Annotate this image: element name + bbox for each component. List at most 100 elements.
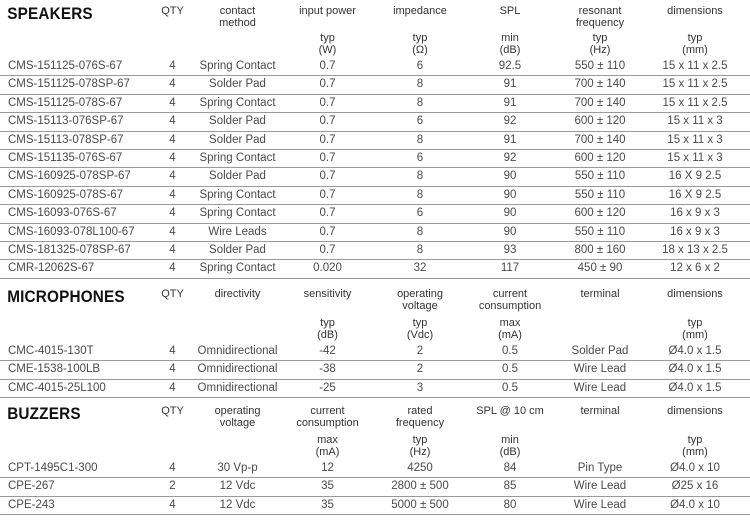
column-label: QTY [161,5,184,17]
column-unit: max (mA) [498,317,522,341]
cell: 0.7 [319,207,336,220]
speakers-table: SPEAKERS QTY contact method input power typ … [0,0,750,279]
cell: 4 [169,498,176,511]
cell: 0.7 [319,225,336,238]
part-number: CMS-160925-078S-67 [8,188,124,201]
part-number: CMC-4015-25L100 [8,381,106,394]
cell: 4 [169,115,176,128]
cell: 0.7 [319,151,336,164]
column-unit: max (mA) [315,434,340,458]
cell: 93 [503,243,517,256]
cell: 8 [416,170,424,183]
cell: 8 [416,225,424,238]
cell: 600 ± 120 [574,115,626,128]
microphones-table: MICROPHONES QTY directivity sensitivity typ … [0,283,750,399]
part-number: CPT-1495C1-300 [8,462,98,474]
column-label: terminal [580,288,620,300]
cell: -25 [319,381,336,394]
cell: Wire Lead [573,381,627,394]
column-label: operating voltage [214,405,261,429]
cell: 90 [503,207,517,220]
column-header: QTY [150,283,195,343]
cell: Pin Type [577,462,623,474]
cell: Ø25 x 16 [671,480,719,493]
column-header: resonant frequency typ (Hz) [555,0,645,58]
cell: 12 Vdc [219,480,256,493]
cell: 450 ± 90 [577,262,623,275]
cell: 550 ± 110 [574,225,626,238]
table-row: CMS-151135-076S-67 4 Spring Contact 0.7 6 92 6… [0,150,750,169]
table-row: CMS-151125-076S-67 4 Spring Contact 0.7 6 92.… [0,58,750,77]
cell: Omnidirectional [197,381,278,394]
column-label: contact method [219,5,256,29]
column-label: impedance [393,5,447,17]
column-header: operating voltage typ (Vdc) [375,283,465,343]
cell: 15 x 11 x 3 [667,133,723,146]
part-number: CMS-15113-076SP-67 [8,115,124,128]
table-row: CMS-16093-076S-67 4 Spring Contact 0.7 6 90 60… [0,205,750,224]
cell: 700 ± 140 [574,96,626,109]
cell: 15 x 11 x 2.5 [662,60,728,72]
column-unit: typ (mm) [682,317,708,341]
cell: 4 [169,243,176,256]
cell: 16 x 9 x 3 [670,225,720,238]
cell: 90 [503,188,517,201]
cell: 6 [416,207,424,220]
cell: 4 [169,262,176,275]
table-row: CMR-12062S-67 4 Spring Contact 0.020 32 117 45… [0,260,750,279]
column-unit: typ (mm) [682,32,708,56]
cell: 90 [503,170,517,183]
cell: 600 ± 120 [574,207,626,220]
cell: 16 X 9 2.5 [668,170,722,183]
column-unit: typ (dB) [317,317,338,341]
cell: 15 x 11 x 3 [667,151,723,164]
cell: Spring Contact [199,262,276,275]
column-unit: min (dB) [499,32,521,56]
part-number: CMS-151125-078SP-67 [8,78,130,91]
column-unit: typ (mm) [682,434,708,458]
column-label: SPL @ 10 cm [476,405,544,417]
column-header: dimensions typ (mm) [645,400,745,460]
cell: 700 ± 140 [574,133,626,146]
column-unit [150,341,195,343]
cell: 0.7 [319,60,336,72]
column-header: terminal [555,283,645,343]
cell: 92.5 [498,60,522,72]
table-row: CMC-4015-25L100 4 Omnidirectional -25 3 0.5 Wi… [0,380,750,399]
cell: 4 [169,60,176,72]
cell: Spring Contact [199,188,276,201]
cell: 800 ± 160 [574,243,626,256]
cell: 4 [169,78,176,91]
cell: 91 [503,78,517,91]
cell: 15 x 11 x 2.5 [662,96,728,109]
column-label: directivity [214,288,261,300]
cell: 4 [169,207,176,220]
part-number: CMS-181325-078SP-67 [8,243,131,256]
part-number: CMS-151125-078S-67 [8,96,123,109]
cell: 8 [416,133,424,146]
column-header: rated frequency typ (Hz) [375,400,465,460]
cell: -38 [319,363,336,376]
column-label: QTY [161,405,184,417]
table-row: CMS-15113-078SP-67 4 Solder Pad 0.7 8 91 700 ±… [0,132,750,150]
cell: Solder Pad [571,345,629,357]
cell: Wire Lead [573,480,627,493]
column-label: dimensions [667,405,723,417]
cell: 15 x 11 x 3 [667,115,723,128]
column-unit: typ (Hz) [409,434,431,458]
section-title: BUZZERS [7,404,81,423]
column-unit [555,458,645,460]
column-label: QTY [161,288,184,300]
cell: 80 [503,498,517,511]
part-number: CMS-15113-078SP-67 [8,133,124,146]
cell: 4 [169,462,176,474]
column-header: directivity [195,283,280,343]
cell: 0.7 [319,115,336,128]
cell: 35 [321,498,334,511]
part-number: CPE-267 [8,480,55,493]
cell: 550 ± 110 [574,60,626,72]
cell: 15 x 11 x 2.5 [662,78,728,91]
cell: 12 Vdc [219,498,256,511]
column-header: current consumption max (mA) [465,283,555,343]
cell: Ø4.0 x 10 [670,498,720,511]
